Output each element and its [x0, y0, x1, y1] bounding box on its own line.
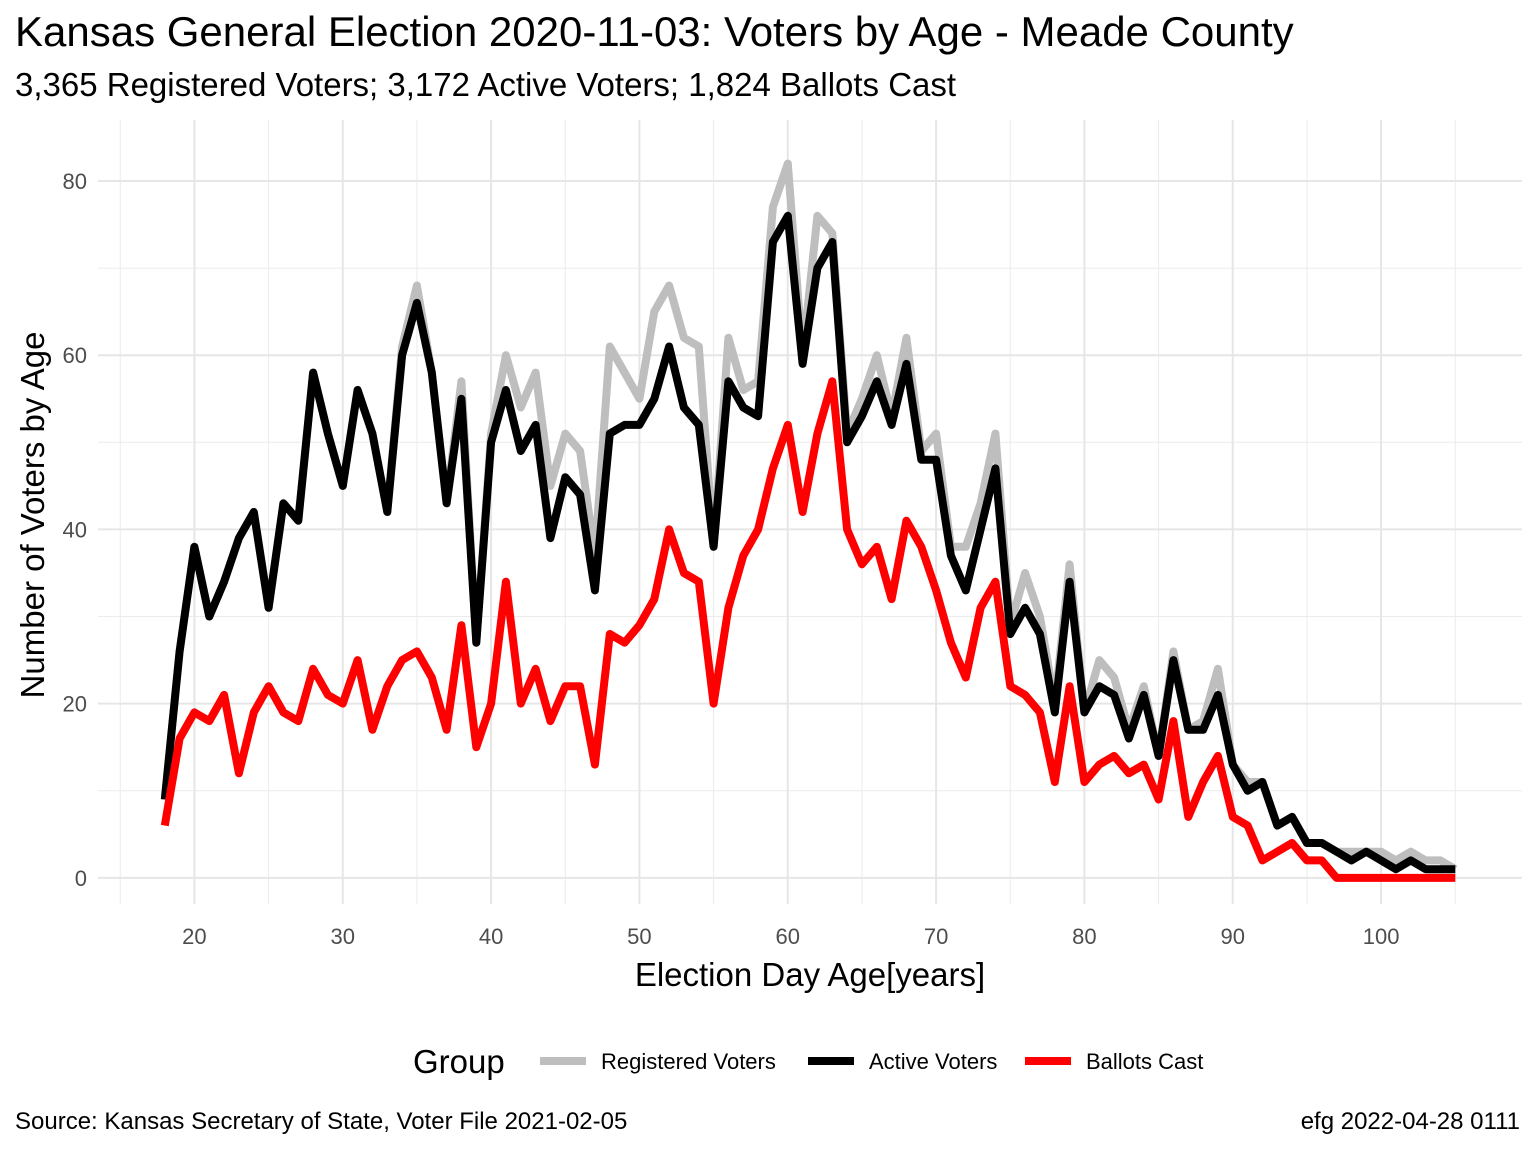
- legend-label-ballots-cast: Ballots Cast: [1086, 1049, 1203, 1074]
- legend-label-active-voters: Active Voters: [869, 1049, 997, 1074]
- legend-title: Group: [413, 1043, 505, 1080]
- x-tick-label: 50: [627, 924, 651, 949]
- series-line-active-voters: [160, 211, 1456, 874]
- y-tick-label: 40: [63, 517, 87, 542]
- minor-gridlines: [98, 120, 1522, 904]
- legend-label-registered-voters: Registered Voters: [601, 1049, 776, 1074]
- y-tick-label: 0: [75, 866, 87, 891]
- x-tick-label: 40: [479, 924, 503, 949]
- x-axis-title: Election Day Age[years]: [635, 956, 985, 993]
- y-axis-title: Number of Voters by Age: [14, 332, 51, 699]
- series-line-ballots-cast: [160, 377, 1456, 882]
- chart-subtitle: 3,365 Registered Voters; 3,172 Active Vo…: [15, 66, 957, 103]
- x-tick-label: 20: [182, 924, 206, 949]
- x-tick-label: 30: [331, 924, 355, 949]
- series-line-registered-voters: [160, 159, 1458, 873]
- x-tick-label: 60: [776, 924, 800, 949]
- x-tick-label: 100: [1363, 924, 1400, 949]
- legend: Group Registered Voters Active Voters Ball…: [413, 1043, 1203, 1080]
- y-tick-label: 60: [63, 343, 87, 368]
- y-tick-label: 80: [63, 169, 87, 194]
- y-tick-label: 20: [63, 692, 87, 717]
- y-tick-labels: 0 20 40 60 80: [63, 169, 87, 891]
- x-tick-label: 70: [924, 924, 948, 949]
- chart-title: Kansas General Election 2020-11-03: Vote…: [15, 8, 1294, 55]
- major-gridlines: [98, 120, 1522, 904]
- series-lines: [160, 159, 1458, 882]
- x-tick-labels: 20 30 40 50 60 70 80 90 100: [182, 924, 1399, 949]
- x-tick-label: 80: [1072, 924, 1096, 949]
- credit-caption: efg 2022-04-28 0111: [1300, 1108, 1520, 1135]
- x-tick-label: 90: [1221, 924, 1245, 949]
- source-caption: Source: Kansas Secretary of State, Voter…: [15, 1108, 628, 1135]
